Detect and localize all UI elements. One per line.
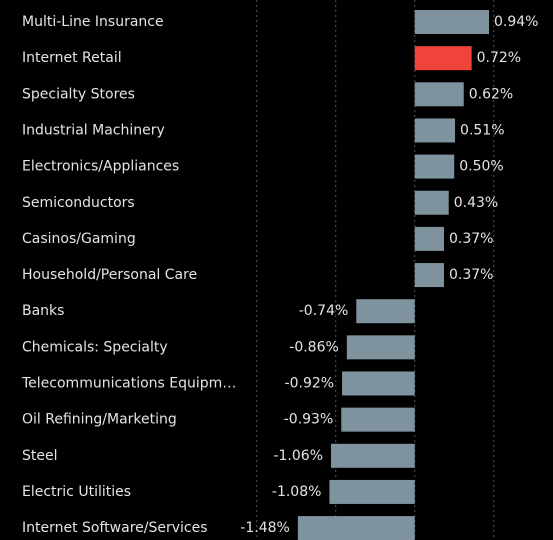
value-label: -0.86% [289, 339, 339, 355]
category-label: Telecommunications Equipm… [21, 376, 236, 392]
value-label: 0.37% [449, 267, 493, 283]
bar [342, 371, 415, 396]
value-label: -1.06% [273, 448, 323, 464]
value-label: -0.74% [299, 303, 349, 319]
bar [331, 443, 415, 468]
value-label: -1.48% [240, 520, 290, 536]
bar [341, 407, 415, 432]
value-label: -1.08% [272, 484, 322, 500]
value-label: 0.37% [449, 231, 493, 247]
bar [414, 10, 490, 34]
bar [414, 190, 449, 215]
value-label: -0.92% [285, 376, 335, 392]
value-label: -0.93% [284, 412, 334, 428]
bar [414, 263, 444, 288]
bar [414, 82, 464, 107]
bar [297, 516, 415, 540]
category-label: Oil Refining/Marketing [22, 412, 177, 428]
value-label: 0.94% [494, 14, 538, 30]
category-label: Electric Utilities [22, 484, 131, 500]
value-label: 0.62% [469, 86, 513, 102]
category-label: Chemicals: Specialty [22, 339, 168, 355]
value-label: 0.72% [477, 50, 521, 66]
bar [329, 479, 415, 504]
bar [414, 226, 444, 251]
bar [414, 118, 456, 143]
bar [356, 299, 415, 324]
category-label: Internet Software/Services [22, 520, 208, 536]
category-label: Specialty Stores [22, 86, 135, 102]
category-label: Casinos/Gaming [22, 231, 136, 247]
category-label: Industrial Machinery [22, 122, 165, 138]
value-label: 0.50% [459, 159, 503, 175]
bar [346, 335, 415, 360]
category-label: Household/Personal Care [22, 267, 197, 283]
category-label: Banks [22, 303, 64, 319]
category-label: Electronics/Appliances [22, 159, 179, 175]
category-label: Steel [22, 448, 58, 464]
value-label: 0.51% [460, 122, 504, 138]
category-label: Internet Retail [22, 50, 122, 66]
value-label: 0.43% [454, 195, 498, 211]
category-label: Semiconductors [22, 195, 135, 211]
bar [414, 46, 472, 71]
bar [414, 154, 455, 179]
category-label: Multi-Line Insurance [22, 14, 164, 30]
